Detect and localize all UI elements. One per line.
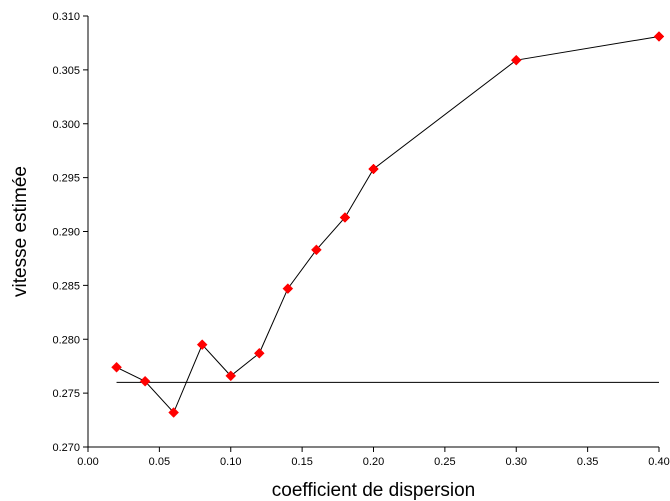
- data-point-marker: [139, 375, 151, 387]
- data-point-marker: [225, 370, 237, 382]
- x-tick-label: 0.30: [506, 456, 527, 468]
- data-point-marker: [196, 339, 208, 350]
- series: [116, 35, 660, 414]
- data-point-marker: [311, 244, 322, 256]
- x-tick-label: 0.35: [577, 456, 598, 468]
- data-point-marker: [510, 54, 522, 66]
- data-point-marker: [368, 163, 379, 175]
- y-tick-label: 0.280: [52, 334, 80, 346]
- x-axis-label: coefficient de dispersion: [272, 480, 476, 501]
- y-tick-label: 0.300: [52, 119, 80, 131]
- y-tick-label: 0.305: [52, 65, 80, 77]
- y-tick-label: 0.270: [52, 442, 80, 454]
- x-tick-label: 0.10: [220, 456, 241, 468]
- x-tick-label: 0.05: [149, 456, 170, 468]
- y-tick-label: 0.310: [52, 11, 80, 23]
- y-ticks: 0.270 0.275 0.280 0.285 0.290 0.295 0.300 0.305…: [52, 11, 88, 454]
- data-point-marker: [253, 347, 265, 359]
- x-tick-label: 0.25: [434, 456, 455, 468]
- y-tick-label: 0.285: [52, 280, 80, 292]
- x-ticks: 0.00 0.05 0.10 0.15 0.20 0.25 0.30 0.35 0.40: [77, 447, 670, 468]
- series-line: [116, 35, 660, 414]
- x-tick-label: 0.20: [363, 456, 384, 468]
- y-tick-label: 0.275: [52, 388, 80, 400]
- y-tick-label: 0.295: [52, 173, 80, 185]
- data-point-marker: [111, 361, 122, 373]
- data-point-marker: [653, 31, 665, 42]
- x-tick-label: 0.40: [648, 456, 669, 468]
- x-tick-label: 0.15: [291, 456, 312, 468]
- y-axis-label: vitesse estimée: [10, 166, 31, 297]
- y-tick-label: 0.290: [52, 227, 80, 239]
- data-point-marker: [168, 407, 180, 418]
- data-point-marker: [282, 283, 294, 294]
- x-tick-label: 0.00: [77, 456, 98, 468]
- markers: [111, 31, 665, 418]
- data-point-marker: [339, 212, 351, 223]
